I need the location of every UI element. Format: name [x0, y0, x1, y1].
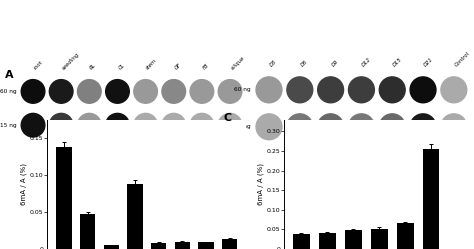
Circle shape [256, 77, 282, 103]
Circle shape [441, 114, 467, 140]
Circle shape [441, 77, 467, 103]
Text: silique: silique [230, 56, 246, 71]
Circle shape [190, 113, 214, 137]
Text: CL: CL [118, 63, 126, 71]
Text: stem: stem [146, 58, 158, 71]
Circle shape [318, 114, 344, 140]
Circle shape [134, 80, 157, 103]
Bar [222, 239, 237, 249]
Circle shape [106, 80, 129, 103]
Circle shape [287, 77, 313, 103]
Circle shape [162, 113, 186, 137]
Circle shape [162, 80, 186, 103]
Y-axis label: 6mA / A (%): 6mA / A (%) [20, 163, 27, 205]
Circle shape [348, 114, 374, 140]
Bar [345, 230, 362, 249]
Circle shape [256, 114, 282, 140]
Text: D12: D12 [361, 57, 373, 68]
Circle shape [78, 113, 101, 137]
Circle shape [287, 114, 313, 140]
Bar [80, 214, 95, 249]
Circle shape [190, 80, 214, 103]
Circle shape [78, 80, 101, 103]
Text: D9: D9 [331, 59, 339, 68]
Circle shape [218, 80, 242, 103]
Bar [293, 235, 310, 249]
Bar [371, 229, 388, 249]
Text: 15 ng: 15 ng [234, 124, 250, 129]
Text: Control: Control [454, 51, 471, 68]
Circle shape [379, 77, 405, 103]
Circle shape [410, 114, 436, 140]
Circle shape [106, 113, 129, 137]
Bar [128, 184, 143, 249]
Text: 60 ng: 60 ng [0, 89, 16, 94]
Text: D3: D3 [269, 59, 278, 68]
Text: D6: D6 [300, 59, 309, 68]
Circle shape [49, 113, 73, 137]
Text: D15: D15 [392, 57, 403, 68]
Text: 60 ng: 60 ng [234, 87, 250, 92]
Text: A: A [5, 70, 14, 80]
Text: D21: D21 [423, 57, 434, 68]
Circle shape [49, 80, 73, 103]
Bar [319, 233, 336, 249]
Bar [423, 149, 439, 249]
Bar [199, 242, 214, 249]
Text: FB: FB [202, 63, 210, 71]
Circle shape [318, 77, 344, 103]
Circle shape [21, 80, 45, 103]
Text: root: root [33, 60, 44, 71]
Circle shape [218, 113, 242, 137]
Circle shape [134, 113, 157, 137]
Circle shape [410, 77, 436, 103]
Bar [175, 242, 190, 249]
Bar [151, 243, 166, 249]
Bar [397, 224, 413, 249]
Y-axis label: 6mA / A (%): 6mA / A (%) [257, 163, 264, 205]
Bar [104, 245, 119, 249]
Text: C: C [224, 113, 232, 123]
Text: seedling: seedling [61, 52, 81, 71]
Bar [56, 147, 72, 249]
Circle shape [379, 114, 405, 140]
Text: 15 ng: 15 ng [0, 123, 16, 128]
Text: OF: OF [174, 62, 182, 71]
Circle shape [348, 77, 374, 103]
Circle shape [21, 113, 45, 137]
Text: RL: RL [89, 63, 98, 71]
